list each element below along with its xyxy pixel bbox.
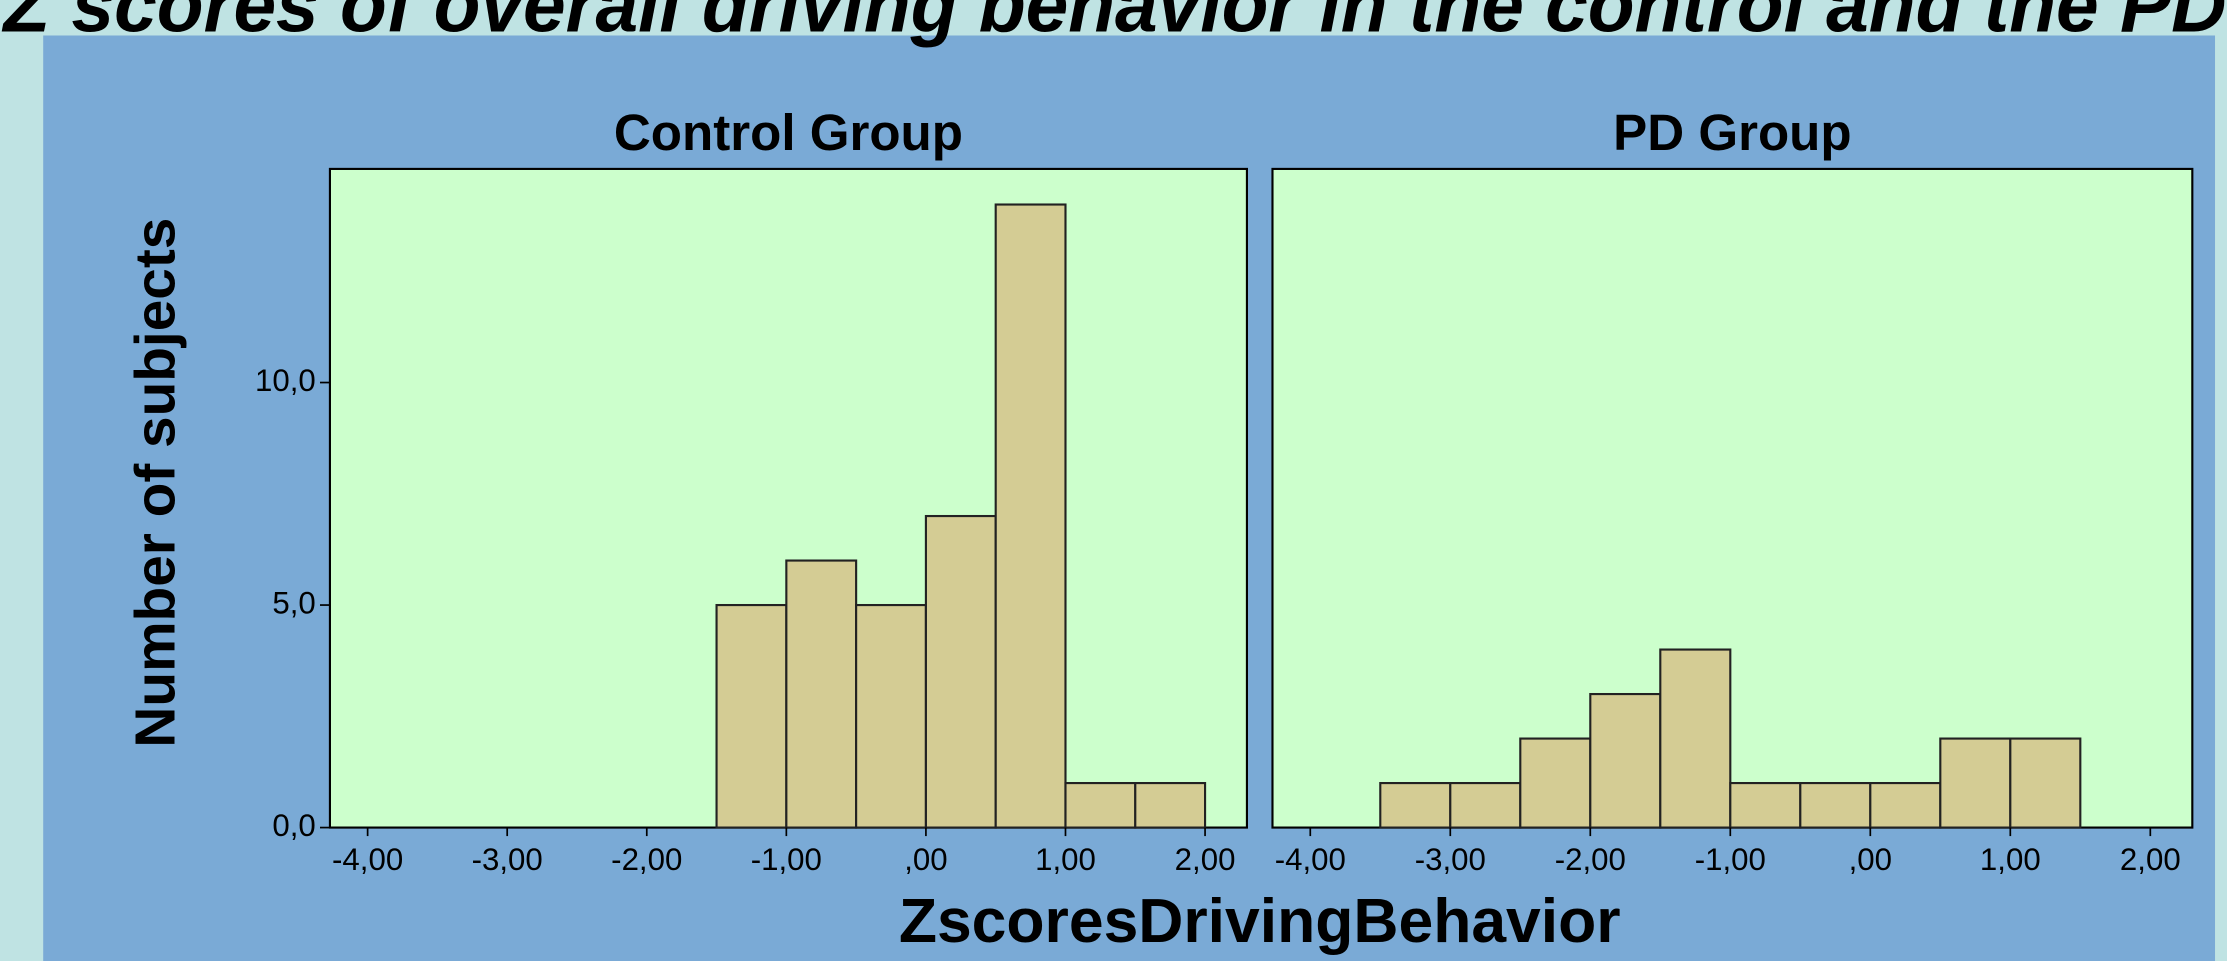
bar [715, 603, 788, 829]
panel-title: PD Group [1613, 104, 1851, 161]
y-tick-label: 5,0 [272, 585, 315, 620]
x-tick-label: ,00 [1849, 842, 1892, 877]
x-tick-label: -1,00 [1695, 842, 1766, 877]
bar [1799, 781, 1872, 829]
bar [1519, 737, 1592, 829]
bar [994, 203, 1067, 829]
bar [1379, 781, 1452, 829]
x-tick-label: -2,00 [1555, 842, 1626, 877]
x-tick-label: -3,00 [1415, 842, 1486, 877]
bar [785, 559, 858, 829]
bar [1869, 781, 1942, 829]
bar [924, 514, 997, 829]
x-axis-label: ZscoresDrivingBehavior [899, 886, 1621, 956]
x-tick-label: -1,00 [751, 842, 822, 877]
x-tick-label: -2,00 [611, 842, 682, 877]
y-axis-label: Number of subjects [125, 218, 188, 748]
x-tick-label: 2,00 [1175, 842, 1236, 877]
bar [855, 603, 927, 829]
x-tick-label: 1,00 [1035, 842, 1096, 877]
bar [1589, 692, 1662, 829]
x-tick-label: -4,00 [332, 842, 403, 877]
bar [1939, 737, 2012, 829]
chart-title: Z scores of overall driving behavior in … [1, 0, 2227, 49]
bar [1449, 781, 1522, 829]
x-tick-label: ,00 [904, 842, 947, 877]
bar [1729, 781, 1802, 829]
x-tick-label: 1,00 [1980, 842, 2041, 877]
plot-area [1271, 167, 2194, 829]
panel-title: Control Group [614, 104, 963, 161]
x-tick-label: -4,00 [1275, 842, 1346, 877]
y-tick-label: 0,0 [272, 808, 315, 843]
y-tick-label: 10,0 [255, 363, 316, 398]
x-tick-label: 2,00 [2120, 842, 2181, 877]
bar [1064, 781, 1137, 829]
bar [2009, 737, 2082, 829]
bar [1134, 781, 1207, 829]
x-tick-label: -3,00 [472, 842, 543, 877]
bar [1659, 648, 1732, 829]
